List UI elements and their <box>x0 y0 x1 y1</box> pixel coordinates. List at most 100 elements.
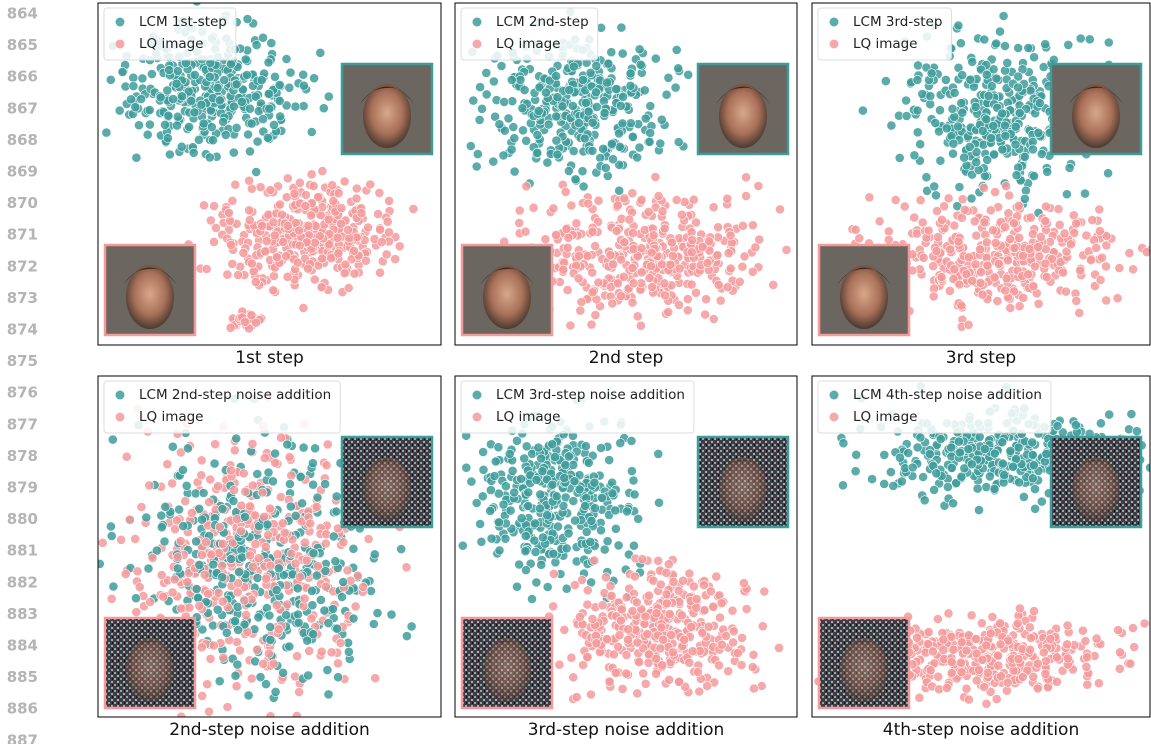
point <box>1052 677 1061 686</box>
point <box>491 457 500 466</box>
point <box>106 522 115 531</box>
point <box>517 514 526 523</box>
point <box>159 592 168 601</box>
point <box>1018 672 1027 681</box>
point <box>1063 654 1072 663</box>
point <box>916 433 925 442</box>
point <box>285 453 294 462</box>
point <box>675 264 684 273</box>
point <box>1009 219 1018 228</box>
point <box>121 570 130 579</box>
point <box>258 115 267 124</box>
point <box>117 535 126 544</box>
point <box>477 537 486 546</box>
line-number: 874 <box>7 321 38 339</box>
point <box>920 496 929 505</box>
point <box>646 128 655 137</box>
point <box>1095 226 1104 235</box>
point <box>588 288 597 297</box>
point <box>962 646 971 655</box>
point <box>144 564 153 573</box>
point <box>596 153 605 162</box>
point <box>588 227 597 236</box>
point <box>699 580 708 589</box>
point <box>553 150 562 159</box>
point <box>904 448 913 457</box>
point <box>728 606 737 615</box>
point <box>264 58 273 67</box>
point <box>947 443 956 452</box>
point <box>971 102 980 111</box>
point <box>260 454 269 463</box>
point <box>322 461 331 470</box>
point <box>310 275 319 284</box>
point <box>607 591 616 600</box>
point <box>647 282 656 291</box>
point <box>472 498 481 507</box>
point <box>660 224 669 233</box>
point <box>687 622 696 631</box>
point <box>177 604 186 613</box>
point <box>344 647 353 656</box>
point <box>712 572 721 581</box>
point <box>1054 205 1063 214</box>
point <box>769 280 778 289</box>
point <box>644 207 653 216</box>
point <box>462 463 471 472</box>
point <box>327 648 336 657</box>
point <box>972 158 981 167</box>
point <box>268 477 277 486</box>
point <box>994 661 1003 670</box>
point <box>563 243 572 252</box>
point <box>641 679 650 688</box>
point <box>559 265 568 274</box>
point <box>638 555 647 564</box>
point <box>264 468 273 477</box>
point <box>276 112 285 121</box>
point <box>376 225 385 234</box>
point <box>219 117 228 126</box>
point <box>132 153 141 162</box>
point <box>671 83 680 92</box>
point <box>581 442 590 451</box>
point <box>172 121 181 130</box>
point <box>562 224 571 233</box>
point <box>278 519 287 528</box>
point <box>148 553 157 562</box>
point <box>931 118 940 127</box>
point <box>200 570 209 579</box>
point <box>1132 427 1141 436</box>
point <box>275 200 284 209</box>
point <box>1115 664 1124 673</box>
legend-marker <box>473 413 482 422</box>
point <box>608 299 617 308</box>
point <box>985 472 994 481</box>
point <box>247 674 256 683</box>
panel: LCM 1st-stepLQ image <box>98 0 441 345</box>
point <box>564 166 573 175</box>
point <box>636 60 645 69</box>
point <box>1006 234 1015 243</box>
point <box>1042 449 1051 458</box>
point <box>629 476 638 485</box>
point <box>954 237 963 246</box>
point <box>1081 636 1090 645</box>
point <box>271 458 280 467</box>
point <box>986 206 995 215</box>
point <box>657 623 666 632</box>
point <box>479 465 488 474</box>
point <box>95 559 104 568</box>
point <box>949 645 958 654</box>
point <box>183 444 192 453</box>
point <box>383 217 392 226</box>
point <box>606 582 615 591</box>
point <box>384 228 393 237</box>
point <box>387 610 396 619</box>
point <box>226 323 235 332</box>
point <box>352 184 361 193</box>
point <box>726 264 735 273</box>
point <box>318 254 327 263</box>
point <box>505 449 514 458</box>
point <box>373 609 382 618</box>
point <box>530 519 539 528</box>
